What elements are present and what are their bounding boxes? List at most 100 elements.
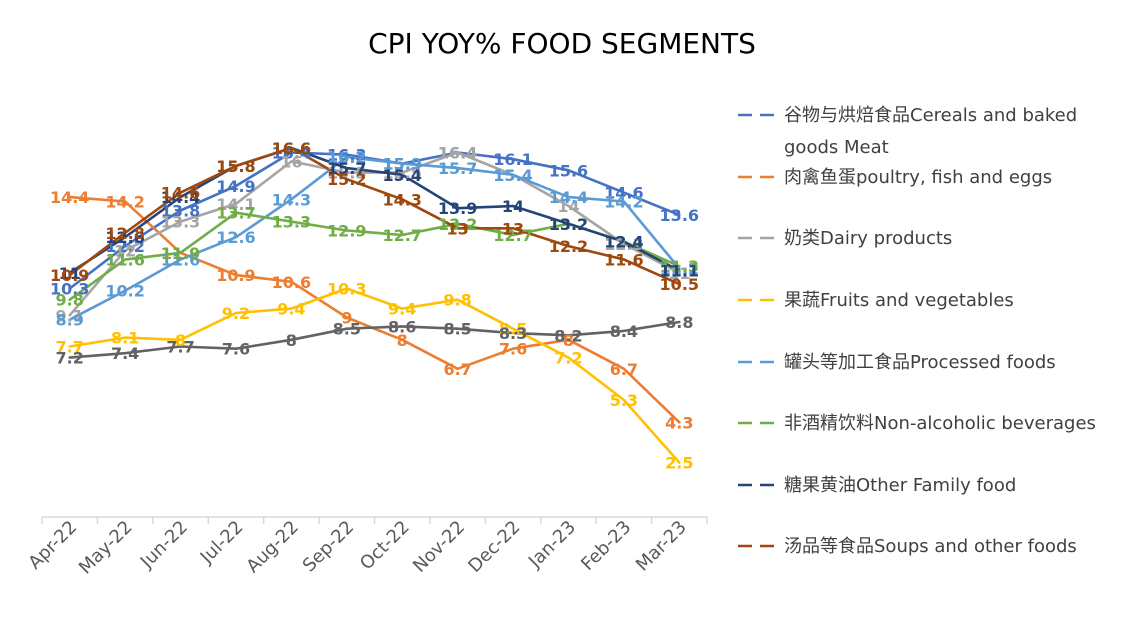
data-label: 11.3 bbox=[660, 257, 699, 276]
data-label: 8.5 bbox=[499, 320, 527, 339]
data-label: 16.6 bbox=[272, 139, 311, 158]
legend-label: 谷物与烘焙食品Cereals and baked bbox=[784, 105, 1077, 126]
data-label: 7.4 bbox=[111, 344, 139, 363]
data-label: 15.2 bbox=[327, 170, 366, 189]
x-tick-label: Apr-22 bbox=[24, 517, 81, 574]
data-label: 7.7 bbox=[166, 337, 194, 356]
data-label: 12.3 bbox=[604, 235, 643, 254]
data-label: 13.2 bbox=[549, 215, 588, 234]
data-label: 15.8 bbox=[216, 157, 255, 176]
legend-item: 奶类Dairy products bbox=[738, 228, 952, 249]
data-label: 7.7 bbox=[56, 337, 84, 356]
data-label: 8 bbox=[175, 331, 186, 350]
data-label: 11.9 bbox=[161, 244, 200, 263]
series-line-7 bbox=[68, 146, 681, 286]
data-label: 13.3 bbox=[161, 213, 200, 232]
data-label: 12.4 bbox=[604, 233, 643, 252]
data-label: 15.8 bbox=[216, 157, 255, 176]
data-label: 10.2 bbox=[105, 282, 144, 301]
data-label: 13 bbox=[446, 219, 468, 238]
data-label: 9.2 bbox=[222, 304, 250, 323]
data-label: 5.3 bbox=[610, 391, 638, 410]
data-label: 13.3 bbox=[272, 213, 311, 232]
data-label: 13 bbox=[502, 219, 524, 238]
chart-title: CPI YOY% FOOD SEGMENTS bbox=[368, 27, 756, 60]
x-tick-label: Jul-22 bbox=[196, 517, 248, 569]
data-label: 9 bbox=[341, 309, 352, 328]
legend-label: 奶类Dairy products bbox=[784, 228, 952, 249]
x-tick-label: May-22 bbox=[75, 517, 137, 579]
data-label: 8.8 bbox=[665, 313, 693, 332]
data-labels: 10.3 12.2 13.8 14.9 16.4 16.3 15.9 16.4 16.1 15.6… bbox=[50, 139, 699, 472]
data-label: 14.1 bbox=[216, 195, 255, 214]
data-label: 8.5 bbox=[333, 320, 361, 339]
data-label: 12.7 bbox=[382, 226, 421, 245]
data-label: 15.7 bbox=[438, 159, 477, 178]
data-label: 8.4 bbox=[610, 322, 638, 341]
data-label: 14 bbox=[557, 197, 579, 216]
data-label: 14.6 bbox=[604, 184, 643, 203]
data-label: 11 bbox=[668, 264, 690, 283]
data-label: 15.5 bbox=[327, 164, 366, 183]
x-axis-ticks bbox=[41, 517, 708, 524]
legend-label: 罐头等加工食品Processed foods bbox=[784, 352, 1056, 373]
data-label: 11.6 bbox=[161, 251, 200, 270]
data-label: 8.6 bbox=[388, 317, 416, 336]
data-label: 12.6 bbox=[216, 228, 255, 247]
data-label: 12.7 bbox=[493, 226, 532, 245]
data-label: 11.6 bbox=[604, 251, 643, 270]
legend-label: 汤品等食品Soups and other foods bbox=[784, 536, 1077, 557]
x-tick-label: Dec-22 bbox=[464, 517, 524, 577]
data-label: 11.9 bbox=[161, 244, 200, 263]
data-label: 8 bbox=[286, 331, 297, 350]
data-label: 12.2 bbox=[549, 237, 588, 256]
data-label: 8.5 bbox=[443, 320, 471, 339]
data-label: 8.2 bbox=[554, 326, 582, 345]
series-line-8 bbox=[68, 320, 681, 359]
legend-item: 谷物与烘焙食品Cereals and baked goods Meat bbox=[738, 105, 1077, 158]
data-label: 15.4 bbox=[382, 166, 421, 185]
data-label: 11.2 bbox=[660, 259, 699, 278]
data-label: 16 bbox=[280, 152, 302, 171]
data-label: 12.6 bbox=[105, 228, 144, 247]
data-label: 10.3 bbox=[50, 280, 89, 299]
data-label: 7.6 bbox=[222, 340, 250, 359]
data-label: 7.2 bbox=[554, 349, 582, 368]
legend-item: 果蔬Fruits and vegetables bbox=[738, 290, 1014, 311]
data-label: 10.9 bbox=[50, 266, 89, 285]
data-label: 9.4 bbox=[388, 300, 416, 319]
data-label: 14.4 bbox=[549, 188, 588, 207]
data-label: 12.9 bbox=[327, 222, 366, 241]
data-label: 16.4 bbox=[438, 143, 477, 162]
data-label: 11 bbox=[59, 264, 81, 283]
data-label: 16.2 bbox=[327, 148, 366, 167]
data-label: 10.9 bbox=[216, 266, 255, 285]
data-label: 9.4 bbox=[277, 300, 305, 319]
data-label: 8.1 bbox=[111, 329, 139, 348]
data-label: 14.2 bbox=[604, 193, 643, 212]
data-label: 12 bbox=[114, 242, 136, 261]
x-tick-label: Mar-23 bbox=[632, 517, 691, 576]
data-label: 12.8 bbox=[105, 224, 144, 243]
data-label: 8.9 bbox=[56, 311, 84, 330]
x-tick-label: Aug-22 bbox=[242, 517, 302, 577]
x-tick-label: Jan-23 bbox=[524, 517, 580, 573]
data-label: 7.2 bbox=[56, 349, 84, 368]
data-label: 13.7 bbox=[216, 204, 255, 223]
data-label: 14.9 bbox=[216, 177, 255, 196]
data-label: 14.3 bbox=[382, 190, 421, 209]
data-label: 15.9 bbox=[382, 155, 421, 174]
data-label: 14 bbox=[502, 197, 524, 216]
data-label: 10.5 bbox=[660, 275, 699, 294]
data-label: 9.8 bbox=[443, 291, 471, 310]
data-label: 8.3 bbox=[499, 324, 527, 343]
data-label: 7.6 bbox=[499, 340, 527, 359]
data-label: 15.4 bbox=[493, 166, 532, 185]
legend-item: 糖果黄油Other Family food bbox=[738, 475, 1016, 496]
legend: 谷物与烘焙食品Cereals and baked goods Meat 肉禽鱼蛋po… bbox=[738, 105, 1096, 557]
x-tick-label: Nov-22 bbox=[409, 517, 469, 577]
data-label: 9.8 bbox=[56, 291, 84, 310]
x-tick-label: Jun-22 bbox=[136, 517, 192, 573]
